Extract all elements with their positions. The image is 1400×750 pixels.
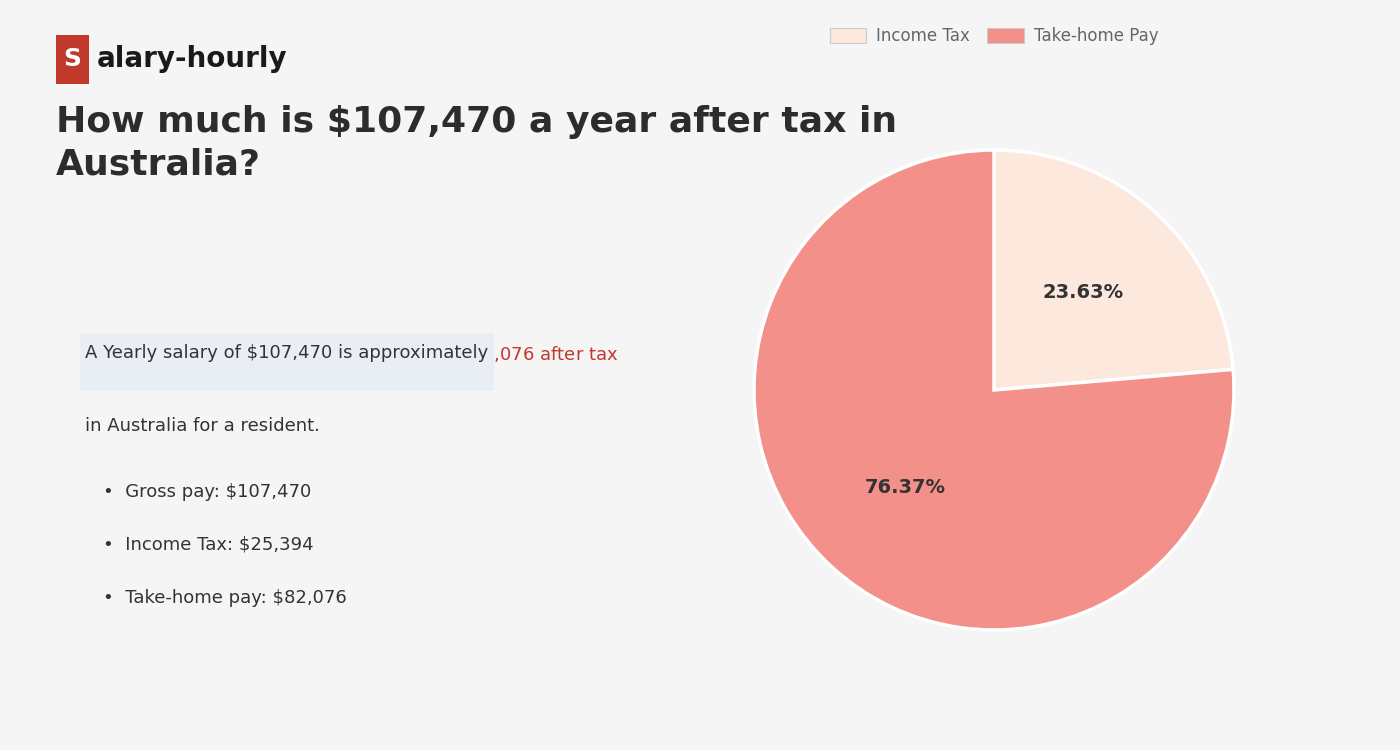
Text: S: S bbox=[63, 47, 81, 71]
FancyBboxPatch shape bbox=[80, 333, 494, 391]
Text: A Yearly salary of $107,470 is approximately $82,076 after tax: A Yearly salary of $107,470 is approxima… bbox=[85, 344, 619, 367]
Wedge shape bbox=[994, 150, 1233, 390]
Text: alary-hourly: alary-hourly bbox=[97, 46, 287, 74]
Text: A Yearly salary of $107,470 is approximately: A Yearly salary of $107,470 is approxima… bbox=[85, 344, 494, 362]
Text: •  Gross pay: $107,470: • Gross pay: $107,470 bbox=[104, 483, 311, 501]
Text: •  Income Tax: $25,394: • Income Tax: $25,394 bbox=[104, 536, 314, 554]
Text: How much is $107,470 a year after tax in
Australia?: How much is $107,470 a year after tax in… bbox=[56, 105, 897, 181]
Text: 76.37%: 76.37% bbox=[864, 478, 945, 496]
Legend: Income Tax, Take-home Pay: Income Tax, Take-home Pay bbox=[823, 20, 1165, 52]
Text: 23.63%: 23.63% bbox=[1043, 284, 1124, 302]
FancyBboxPatch shape bbox=[56, 34, 88, 84]
Text: in Australia for a resident.: in Australia for a resident. bbox=[85, 417, 321, 435]
Text: A Yearly salary of $107,470 is approximately: A Yearly salary of $107,470 is approxima… bbox=[85, 344, 494, 362]
Text: •  Take-home pay: $82,076: • Take-home pay: $82,076 bbox=[104, 589, 347, 607]
Wedge shape bbox=[755, 150, 1233, 630]
